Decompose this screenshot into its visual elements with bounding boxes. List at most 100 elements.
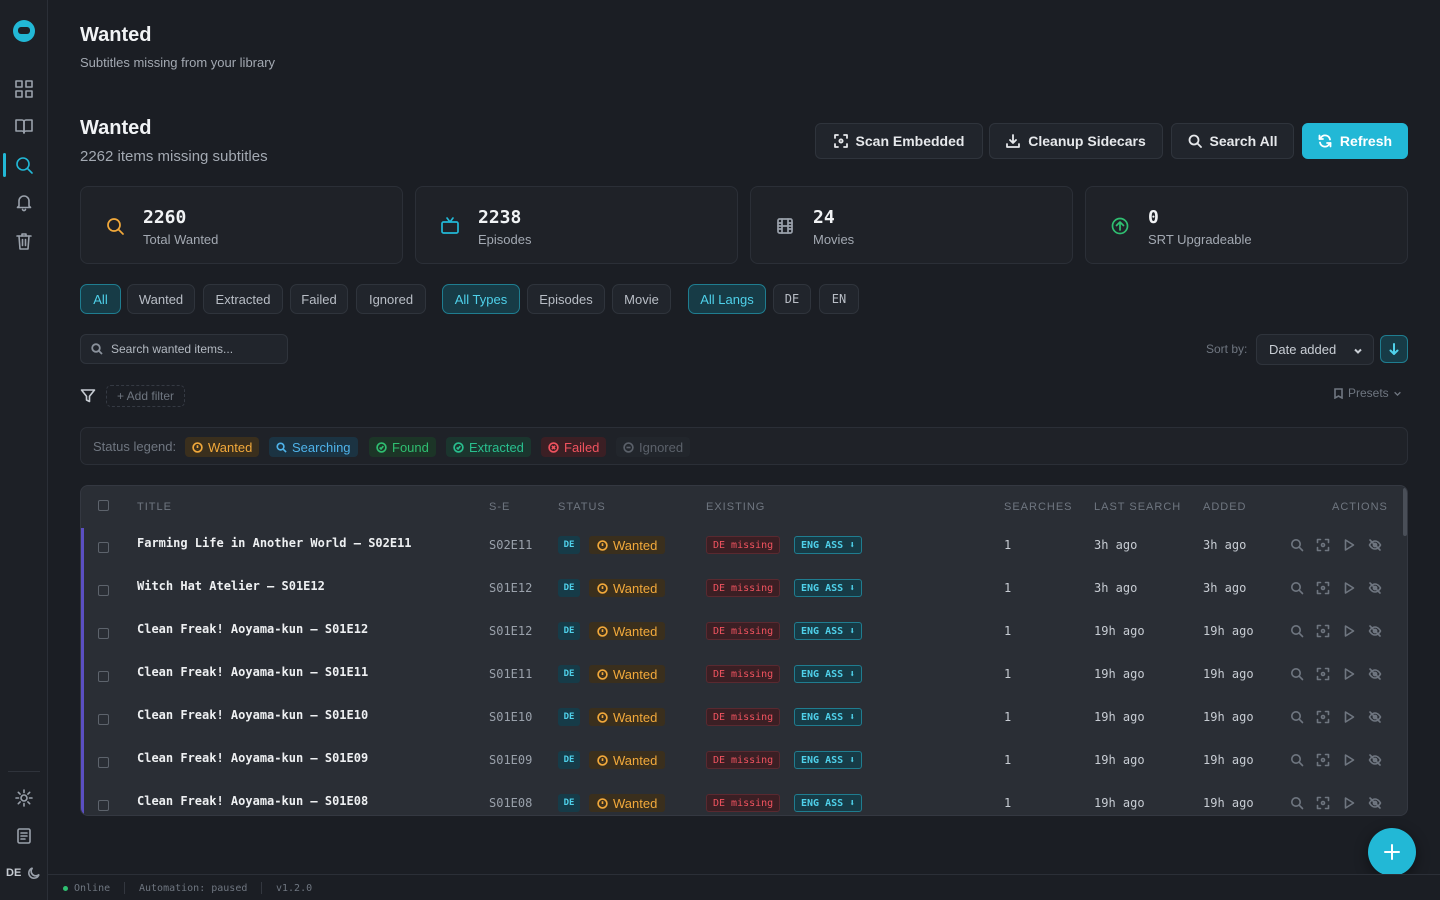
search-icon[interactable] <box>1290 624 1304 638</box>
search-box[interactable] <box>80 334 288 364</box>
filter-type-all[interactable]: All Types <box>442 284 520 314</box>
gear-icon[interactable] <box>14 788 34 808</box>
search-icon[interactable] <box>1290 581 1304 595</box>
filter-type-movie[interactable]: Movie <box>612 284 671 314</box>
presets-button[interactable]: Presets <box>1333 386 1402 400</box>
row-existing-subtitle-badge[interactable]: ENG ASS ⬇ <box>794 708 863 726</box>
row-title[interactable]: Clean Freak! Aoyama-kun — S01E09 <box>137 751 369 765</box>
scan-icon[interactable] <box>1316 753 1330 767</box>
filter-type-episodes[interactable]: Episodes <box>527 284 605 314</box>
row-title[interactable]: Witch Hat Atelier — S01E12 <box>137 579 325 593</box>
play-icon[interactable] <box>1342 796 1356 810</box>
row-title[interactable]: Clean Freak! Aoyama-kun — S01E11 <box>137 665 369 679</box>
play-icon[interactable] <box>1342 753 1356 767</box>
eye-off-icon[interactable] <box>1368 667 1382 681</box>
trash-icon[interactable] <box>14 231 34 251</box>
search-icon[interactable] <box>1290 667 1304 681</box>
table-row[interactable]: Clean Freak! Aoyama-kun — S01E10 S01E10 DE… <box>81 700 1401 743</box>
language-toggle[interactable]: DE <box>6 867 22 879</box>
search-icon[interactable] <box>14 155 34 175</box>
row-title[interactable]: Farming Life in Another World — S02E11 <box>137 536 412 550</box>
column-header-last-search[interactable]: LAST SEARCH <box>1094 501 1182 513</box>
logs-icon[interactable] <box>14 826 34 846</box>
table-row[interactable]: Farming Life in Another World — S02E11 S0… <box>81 528 1401 571</box>
scan-embedded-button[interactable]: Scan Embedded <box>815 123 983 159</box>
sort-select[interactable]: Date added <box>1256 334 1374 365</box>
row-checkbox[interactable] <box>98 671 109 682</box>
play-icon[interactable] <box>1342 624 1356 638</box>
row-existing-subtitle-badge[interactable]: ENG ASS ⬇ <box>794 579 863 597</box>
column-header-se[interactable]: S-E <box>489 501 511 513</box>
search-icon[interactable] <box>1290 710 1304 724</box>
filter-lang-de[interactable]: DE <box>773 284 811 314</box>
column-header-existing: EXISTING <box>706 501 766 513</box>
library-book-icon[interactable] <box>14 116 34 136</box>
table-row[interactable]: Clean Freak! Aoyama-kun — S01E09 S01E09 DE… <box>81 743 1401 786</box>
filter-funnel-icon[interactable] <box>80 388 96 404</box>
filter-status-failed[interactable]: Failed <box>290 284 348 314</box>
table-row[interactable]: Witch Hat Atelier — S01E12 S01E12 DE Wanted… <box>81 571 1401 614</box>
scan-icon[interactable] <box>1316 710 1330 724</box>
column-header-searches[interactable]: SEARCHES <box>1004 501 1073 513</box>
filter-status-all[interactable]: All <box>80 284 121 314</box>
search-input[interactable] <box>111 342 281 356</box>
eye-off-icon[interactable] <box>1368 753 1382 767</box>
column-header-added[interactable]: ADDED <box>1203 501 1247 513</box>
row-existing-subtitle-badge[interactable]: ENG ASS ⬇ <box>794 751 863 769</box>
search-icon <box>105 216 125 236</box>
filter-status-wanted[interactable]: Wanted <box>127 284 195 314</box>
table-row[interactable]: Clean Freak! Aoyama-kun — S01E11 S01E11 DE… <box>81 657 1401 700</box>
table-row[interactable]: Clean Freak! Aoyama-kun — S01E08 S01E08 DE… <box>81 786 1401 815</box>
filter-status-ignored[interactable]: Ignored <box>356 284 426 314</box>
filter-lang-all[interactable]: All Langs <box>688 284 766 314</box>
theme-moon-icon[interactable] <box>27 866 41 880</box>
add-fab-button[interactable] <box>1368 828 1416 876</box>
scan-icon[interactable] <box>1316 667 1330 681</box>
row-checkbox[interactable] <box>98 585 109 596</box>
row-existing-subtitle-badge[interactable]: ENG ASS ⬇ <box>794 536 863 554</box>
eye-off-icon[interactable] <box>1368 581 1382 595</box>
scan-icon[interactable] <box>1316 624 1330 638</box>
search-icon[interactable] <box>1290 538 1304 552</box>
row-existing-subtitle-badge[interactable]: ENG ASS ⬇ <box>794 794 863 812</box>
eye-off-icon[interactable] <box>1368 796 1382 810</box>
row-checkbox[interactable] <box>98 714 109 725</box>
row-title[interactable]: Clean Freak! Aoyama-kun — S01E10 <box>137 708 369 722</box>
play-icon[interactable] <box>1342 710 1356 724</box>
filter-status-extracted[interactable]: Extracted <box>203 284 283 314</box>
eye-off-icon[interactable] <box>1368 538 1382 552</box>
column-header-title[interactable]: TITLE <box>137 501 172 513</box>
refresh-button[interactable]: Refresh <box>1302 123 1408 159</box>
scan-icon[interactable] <box>1316 538 1330 552</box>
play-icon[interactable] <box>1342 538 1356 552</box>
eye-off-icon[interactable] <box>1368 710 1382 724</box>
sort-direction-button[interactable] <box>1380 335 1408 363</box>
search-icon[interactable] <box>1290 753 1304 767</box>
table-scrollbar[interactable] <box>1403 488 1407 536</box>
row-title[interactable]: Clean Freak! Aoyama-kun — S01E08 <box>137 794 369 808</box>
row-title[interactable]: Clean Freak! Aoyama-kun — S01E12 <box>137 622 369 636</box>
scan-icon[interactable] <box>1316 796 1330 810</box>
dashboard-grid-icon[interactable] <box>14 79 34 99</box>
row-missing-badge: DE missing <box>706 665 781 683</box>
row-existing-subtitle-badge[interactable]: ENG ASS ⬇ <box>794 665 863 683</box>
cleanup-sidecars-button[interactable]: Cleanup Sidecars <box>989 123 1163 159</box>
table-row[interactable]: Clean Freak! Aoyama-kun — S01E12 S01E12 DE… <box>81 614 1401 657</box>
row-checkbox[interactable] <box>98 757 109 768</box>
app-logo[interactable] <box>13 20 35 42</box>
eye-off-icon[interactable] <box>1368 624 1382 638</box>
row-checkbox[interactable] <box>98 800 109 811</box>
search-all-button[interactable]: Search All <box>1171 123 1294 159</box>
row-checkbox[interactable] <box>98 542 109 553</box>
select-all-checkbox[interactable] <box>98 500 109 511</box>
search-icon[interactable] <box>1290 796 1304 810</box>
filter-lang-en[interactable]: EN <box>819 284 859 314</box>
play-icon[interactable] <box>1342 667 1356 681</box>
scan-icon[interactable] <box>1316 581 1330 595</box>
add-filter-button[interactable]: + Add filter <box>106 385 186 407</box>
play-icon[interactable] <box>1342 581 1356 595</box>
column-header-status[interactable]: STATUS <box>558 501 606 513</box>
bell-icon[interactable] <box>14 192 34 212</box>
row-existing-subtitle-badge[interactable]: ENG ASS ⬇ <box>794 622 863 640</box>
row-checkbox[interactable] <box>98 628 109 639</box>
